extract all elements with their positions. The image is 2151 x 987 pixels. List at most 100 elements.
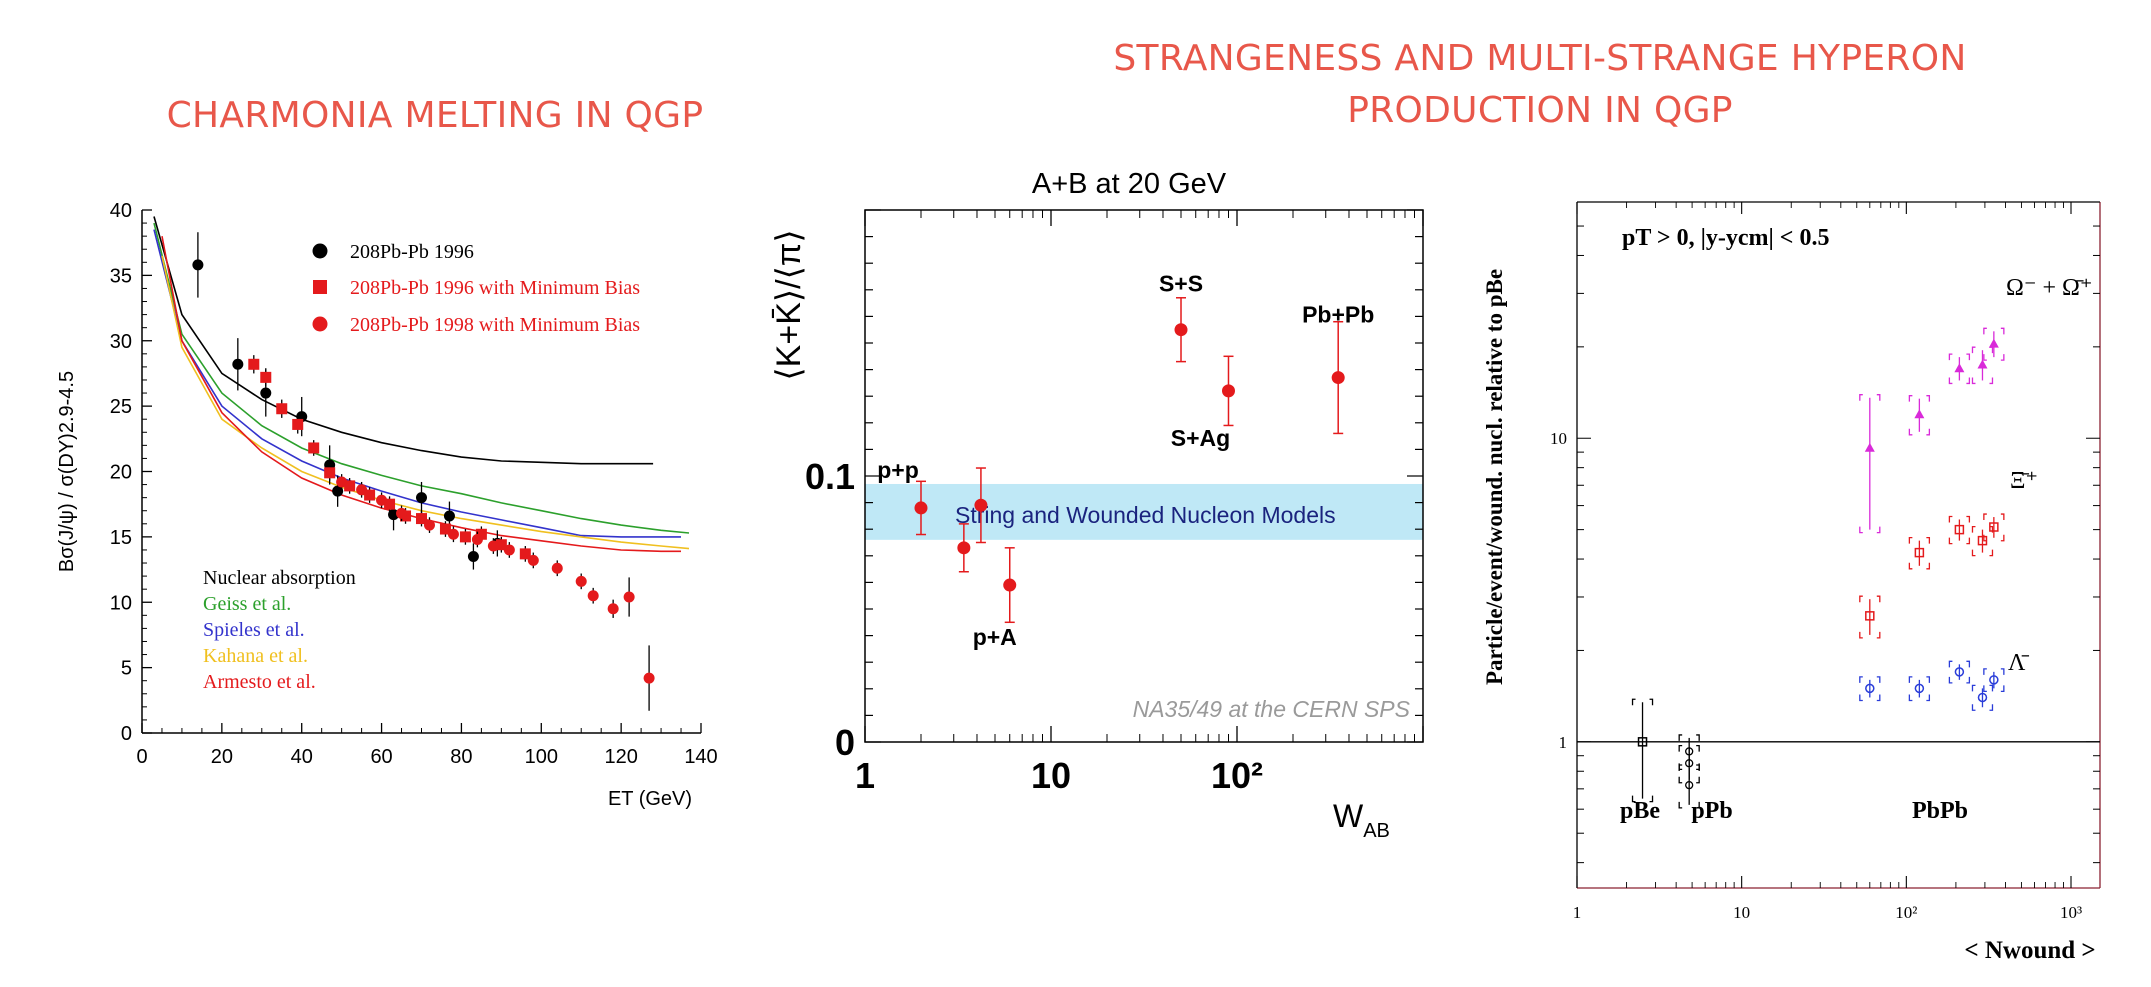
right-heading-line1: STRANGENESS AND MULTI-STRANGE HYPERON	[1113, 38, 1967, 79]
chart3-sys-bracket	[1908, 536, 1931, 570]
chart1-point-circle	[447, 528, 459, 540]
chart2-title: A+B at 20 GeV	[1032, 168, 1227, 200]
chart3-point-circle	[1954, 667, 1965, 677]
chart1-point-circle	[443, 510, 455, 522]
chart3-x-tick-label: 1	[1573, 903, 1582, 922]
chart3-sys-bracket	[1971, 684, 1994, 711]
chart1-point-circle	[356, 484, 368, 496]
chart1-y-tick-label: 40	[110, 200, 132, 222]
chart1-point-circle	[416, 492, 427, 504]
chart3-y-tick-label: 1	[1559, 733, 1568, 752]
chart3-point-square	[1989, 522, 1999, 532]
chart1-legend-marker	[313, 280, 327, 294]
chart3-point-circle	[1914, 683, 1925, 694]
chart1-y-tick-label: 5	[121, 658, 132, 680]
chart3-sys-bracket	[1908, 395, 1931, 436]
chart1-point-square	[459, 531, 471, 543]
chart1-point-circle	[623, 591, 635, 603]
chart1-point-circle	[607, 603, 619, 615]
chart1-legend-marker	[312, 316, 328, 332]
chart1-x-tick-label: 120	[604, 746, 637, 768]
chart1-y-tick-label: 15	[110, 527, 132, 549]
chart1-y-tick-label: 30	[110, 331, 132, 353]
chart1-y-tick-label: 25	[110, 396, 132, 418]
chart3-series-label: Λ̄	[2008, 650, 2029, 676]
chart3-point-square	[1637, 737, 1648, 747]
chart1-curve	[161, 255, 690, 550]
chart3-x-tick-label: 10³	[2060, 903, 2082, 922]
chart1-x-tick-label: 0	[136, 746, 147, 768]
chart2-point	[1003, 578, 1017, 592]
chart1-point-circle	[192, 259, 204, 271]
chart2-point	[957, 541, 971, 555]
chart1-legend-label: 208Pb-Pb 1996	[350, 241, 474, 263]
chart3-sys-bracket	[1983, 668, 2005, 693]
chart1-point-circle	[467, 550, 479, 562]
chart3-point-open	[1685, 759, 1694, 768]
chart1-point-square	[475, 528, 487, 540]
chart1-model-legend-label: Nuclear absorption	[203, 567, 356, 589]
chart3-point-square	[1914, 547, 1925, 558]
chart3-series-label: Ω⁻ + Ω̄⁺	[2006, 275, 2093, 301]
chart1-point-circle	[643, 672, 655, 684]
chart1-point-circle	[423, 519, 435, 531]
chart3-point-triangle	[1864, 442, 1875, 452]
chart3-sys-bracket	[1859, 394, 1881, 534]
chart3-point-square	[1865, 611, 1875, 621]
chart3-point-circle	[1977, 692, 1988, 703]
chart1-model-legend-label: Geiss et al.	[203, 593, 291, 615]
chart1-point-square	[344, 480, 356, 492]
chart1-point-circle	[551, 562, 563, 574]
chart2-frame	[864, 209, 1424, 743]
chart3-point-triangle	[1914, 409, 1925, 419]
chart3-sys-bracket	[1971, 525, 1994, 557]
chart1-point-square	[495, 539, 507, 551]
chart1-point-circle	[232, 358, 244, 370]
chart1-model-legend-label: Armesto et al.	[203, 671, 316, 693]
chart3-sys-bracket	[1908, 676, 1931, 702]
chart3-y-label: Particle/event/wound. nucl. relative to …	[1482, 269, 1507, 685]
chart2-watermark: NA35/49 at the CERN SPS	[1133, 696, 1411, 722]
chart1-y-tick-label: 10	[110, 592, 132, 614]
chart2-y-tick-label: 0	[835, 722, 855, 763]
chart1-group: 0 20 40 60 80 100 120 140 0 5 10 15 20 25 30 35 40 Bσ(J/ψ…	[56, 200, 718, 810]
chart1-point-square	[248, 358, 260, 370]
chart3-sys-bracket	[1678, 744, 1700, 784]
chart1-point-square	[308, 442, 320, 454]
chart2-point	[1221, 384, 1235, 398]
chart3-sys-bracket	[1678, 764, 1700, 809]
chart3-y-tick-label: 10	[1550, 429, 1567, 448]
chart1-point-circle	[336, 476, 348, 488]
chart3-point-circle	[1865, 683, 1875, 694]
chart1-point-circle	[527, 554, 539, 566]
right-heading-line2: PRODUCTION IN QGP	[1347, 90, 1733, 131]
chart1-point-circle	[376, 494, 388, 506]
chart1-x-tick-label: 80	[450, 746, 472, 768]
chart3-point-square	[1954, 524, 1965, 535]
left-heading: CHARMONIA MELTING IN QGP	[166, 95, 704, 136]
chart3-sys-bracket	[1983, 513, 2005, 542]
chart1-y-tick-label: 35	[110, 265, 132, 287]
chart1-y-label: Bσ(J/ψ) / σ(DY)2.9-4.5	[56, 371, 78, 572]
chart2-point-label: Pb+Pb	[1302, 302, 1374, 328]
chart1-model-legend-label: Spieles et al.	[203, 619, 305, 641]
chart1-point-circle	[332, 485, 344, 497]
chart1-point-circle	[471, 533, 483, 545]
chart3-system-label: pPb	[1691, 798, 1732, 824]
chart3-sys-bracket	[1948, 660, 1971, 684]
chart3-x-label: < Nwound >	[1964, 937, 2095, 964]
chart1-point-square	[260, 371, 272, 383]
chart2-point-label: S+Ag	[1171, 425, 1230, 451]
chart2-point	[914, 501, 928, 515]
chart1-legend-label: 208Pb-Pb 1998 with Minimum Bias	[350, 314, 640, 336]
chart1-x-tick-label: 140	[684, 746, 717, 768]
chart2-x-label: WAB	[1333, 798, 1390, 842]
chart2-point-label: p+p	[877, 457, 919, 483]
chart3-series-label: Ξ̄⁺	[2010, 468, 2038, 494]
chart2-x-tick-label: 10²	[1211, 755, 1263, 796]
chart1-x-tick-label: 100	[525, 746, 558, 768]
chart1-y-tick-label: 20	[110, 462, 132, 484]
chart3-point-triangle	[1988, 338, 1999, 348]
chart1-model-legend-label: Kahana et al.	[203, 645, 308, 667]
chart3-system-label: pBe	[1620, 798, 1660, 824]
